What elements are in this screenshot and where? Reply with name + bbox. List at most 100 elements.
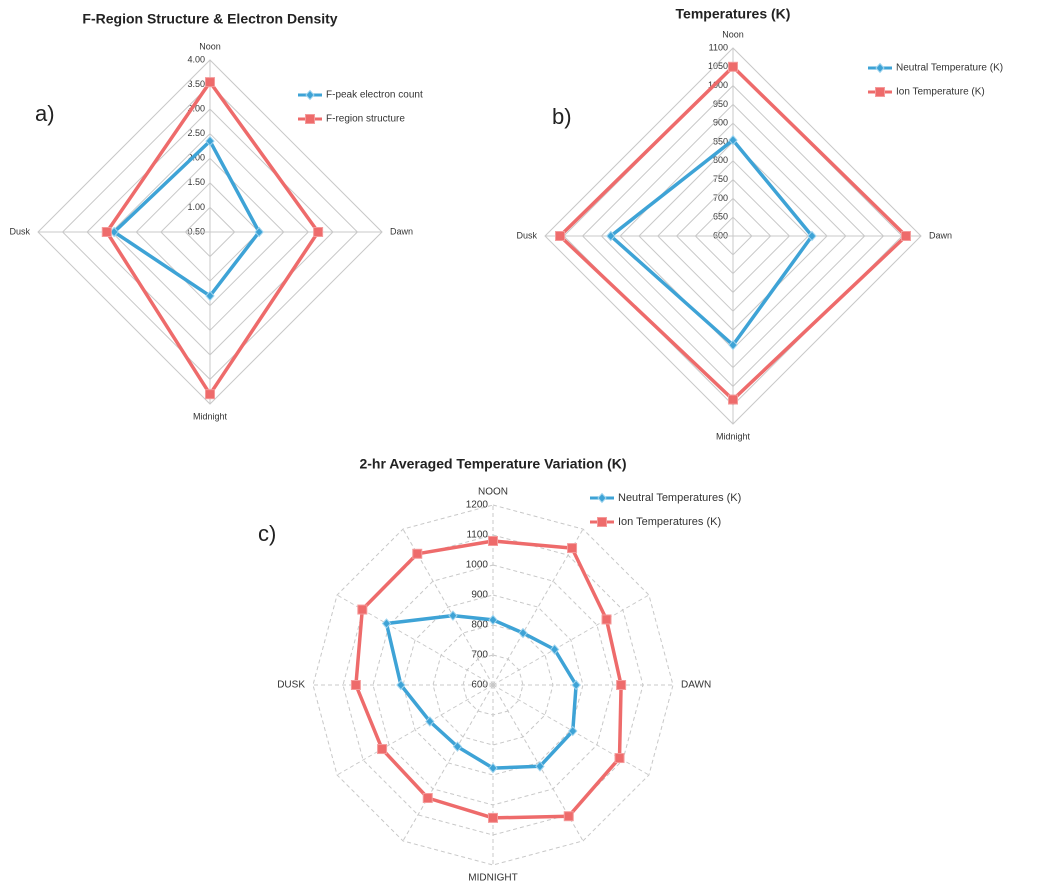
marker — [357, 604, 368, 615]
marker — [396, 679, 406, 691]
marker — [616, 680, 627, 690]
panel-label: c) — [258, 521, 276, 546]
marker — [350, 680, 361, 690]
marker — [412, 548, 423, 559]
legend-marker — [597, 492, 607, 504]
legend-marker — [305, 89, 315, 101]
marker — [488, 812, 498, 823]
marker — [728, 339, 738, 351]
category-label: DUSK — [277, 680, 305, 691]
r-tick-label: 1100 — [709, 42, 728, 52]
series-line — [384, 613, 578, 770]
marker — [205, 389, 215, 400]
r-tick-label: 900 — [471, 590, 488, 601]
marker — [254, 226, 264, 238]
category-label: Dawn — [929, 230, 952, 240]
marker — [601, 614, 612, 625]
legend-marker — [597, 517, 607, 527]
category-label: MIDNIGHT — [468, 873, 517, 884]
marker — [900, 231, 911, 241]
chart-title: 2-hr Averaged Temperature Variation (K) — [359, 456, 626, 472]
marker — [549, 644, 560, 655]
r-tick-label: 3.50 — [187, 79, 205, 89]
r-tick-label: 700 — [471, 650, 488, 661]
grid-ring — [402, 594, 584, 776]
marker — [807, 230, 817, 242]
r-tick-label: 3.00 — [187, 104, 205, 114]
r-tick-label: 1.00 — [187, 202, 205, 212]
legend-marker — [875, 87, 885, 97]
marker — [535, 761, 545, 772]
legend-marker — [305, 114, 315, 124]
r-tick-label: 2.50 — [187, 128, 205, 138]
legend-label: F-region structure — [326, 114, 405, 125]
category-label: Dawn — [390, 226, 413, 236]
grid-ring — [432, 624, 554, 746]
r-tick-label: 600 — [471, 680, 488, 691]
r-tick-label: 800 — [713, 155, 728, 165]
marker — [571, 679, 581, 691]
marker — [563, 811, 574, 822]
spoke — [402, 684, 494, 842]
r-tick-label: 0.50 — [187, 226, 205, 236]
r-tick-label: 1000 — [708, 80, 728, 90]
chart-title: F-Region Structure & Electron Density — [82, 11, 337, 27]
marker — [448, 610, 458, 621]
r-tick-label: 800 — [471, 620, 488, 631]
panel-label: b) — [552, 104, 572, 129]
r-tick-label: 950 — [713, 99, 728, 109]
marker — [728, 61, 738, 72]
legend-label: Neutral Temperature (K) — [896, 63, 1003, 74]
r-tick-label: 4.00 — [187, 54, 205, 64]
series-line — [105, 80, 320, 396]
marker — [614, 753, 625, 764]
legend-label: Ion Temperature (K) — [896, 87, 985, 98]
grid-ring — [312, 504, 674, 866]
r-tick-label: 600 — [713, 230, 728, 240]
series-line — [112, 139, 261, 298]
chart-title: Temperatures (K) — [676, 6, 791, 22]
r-tick-label: 1050 — [708, 61, 728, 71]
marker — [313, 227, 324, 237]
legend-label: Neutral Temperatures (K) — [618, 492, 741, 504]
r-tick-label: 900 — [713, 118, 728, 128]
legend-marker — [875, 62, 885, 74]
r-tick-label: 2.00 — [187, 153, 205, 163]
legend-label: F-peak electron count — [326, 90, 423, 101]
marker — [568, 725, 578, 737]
marker — [488, 762, 498, 774]
marker — [567, 543, 578, 554]
marker — [488, 614, 498, 626]
r-tick-label: 750 — [713, 174, 728, 184]
r-tick-label: 1.50 — [187, 177, 205, 187]
marker — [555, 231, 566, 241]
marker — [425, 716, 435, 727]
category-label: Noon — [722, 29, 744, 39]
marker — [728, 394, 738, 405]
category-label: Midnight — [193, 411, 228, 421]
marker — [518, 627, 528, 639]
marker — [101, 227, 112, 237]
r-tick-label: 1100 — [466, 530, 488, 541]
r-tick-label: 1200 — [466, 500, 489, 511]
r-tick-label: 650 — [713, 212, 728, 222]
marker — [205, 135, 215, 147]
marker — [381, 618, 392, 629]
panel-label: a) — [35, 101, 55, 126]
spoke — [336, 684, 494, 776]
category-label: Dusk — [516, 230, 537, 240]
r-tick-label: 1000 — [466, 560, 489, 571]
marker — [205, 290, 215, 302]
r-tick-label: 700 — [713, 193, 728, 203]
category-label: Midnight — [716, 431, 751, 441]
marker — [606, 230, 616, 242]
marker — [452, 741, 463, 752]
marker — [422, 793, 433, 804]
category-label: DAWN — [681, 680, 711, 691]
marker — [488, 536, 498, 546]
category-label: Noon — [199, 41, 221, 51]
marker — [728, 134, 738, 146]
legend-label: Ion Temperatures (K) — [618, 516, 721, 528]
r-tick-label: 850 — [713, 136, 728, 146]
